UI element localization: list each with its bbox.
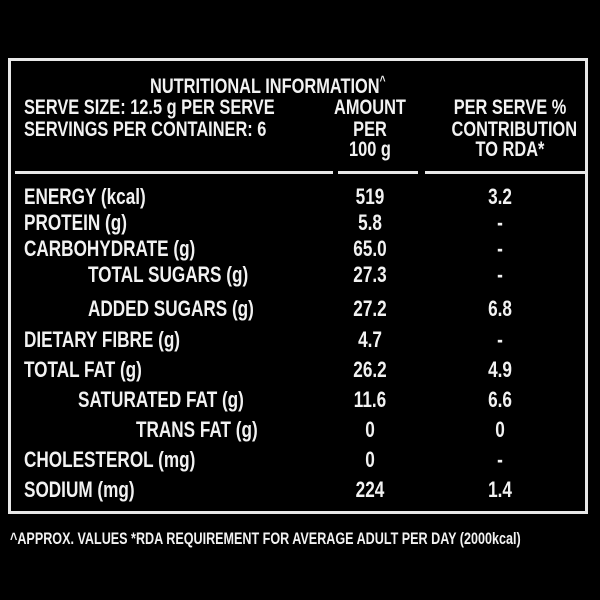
nutrient-row: SODIUM (mg) 224 1.4 — [0, 479, 600, 505]
nutrient-row: TOTAL FAT (g) 26.2 4.9 — [0, 359, 600, 385]
amount-header-line: PER — [353, 118, 387, 141]
nutrient-label: TRANS FAT (g) — [136, 417, 258, 442]
amount-value: 4.7 — [358, 327, 382, 352]
amount-value: 224 — [355, 477, 385, 502]
amount-value: 0 — [365, 447, 375, 472]
nutrient-label: SODIUM (mg) — [24, 477, 135, 502]
nutrient-label: SATURATED FAT (g) — [78, 387, 244, 412]
amount-value: 0 — [365, 417, 375, 442]
serve-size: SERVE SIZE: 12.5 g PER SERVE — [24, 96, 275, 119]
servings-per-container: SERVINGS PER CONTAINER: 6 — [24, 118, 267, 141]
nutrient-row: ENERGY (kcal) 519 3.2 — [0, 186, 600, 212]
nutrient-label: TOTAL SUGARS (g) — [88, 262, 249, 287]
nutrient-row: SATURATED FAT (g) 11.6 6.6 — [0, 389, 600, 415]
amount-value: 26.2 — [353, 357, 387, 382]
amount-value: 519 — [355, 184, 385, 209]
divider-amount — [338, 171, 418, 174]
amount-value: 65.0 — [353, 236, 387, 261]
rda-value: 1.4 — [488, 477, 512, 502]
divider-label — [15, 171, 333, 174]
rda-value: - — [497, 262, 503, 287]
rda-value: - — [497, 236, 503, 261]
nutrient-row: TOTAL SUGARS (g) 27.3 - — [0, 264, 600, 290]
amount-value: 5.8 — [358, 210, 382, 235]
nutrient-label: ADDED SUGARS (g) — [88, 296, 254, 321]
footnote: ^APPROX. VALUES *RDA REQUIREMENT FOR AVE… — [10, 529, 521, 548]
rda-value: - — [497, 447, 503, 472]
nutrient-label: TOTAL FAT (g) — [24, 357, 142, 382]
label-border — [8, 58, 588, 514]
amount-header-line: 100 g — [349, 138, 391, 161]
rda-value: 0 — [495, 417, 505, 442]
rda-header-line: CONTRIBUTION — [451, 118, 578, 141]
nutrient-row: DIETARY FIBRE (g) 4.7 - — [0, 329, 600, 355]
rda-header-line: PER SERVE % — [453, 96, 567, 119]
amount-value: 11.6 — [353, 387, 387, 412]
nutrient-label: DIETARY FIBRE (g) — [24, 327, 181, 352]
approx-mark: ^ — [379, 73, 386, 88]
amount-header-line: AMOUNT — [334, 96, 406, 119]
nutrient-row: TRANS FAT (g) 0 0 — [0, 419, 600, 445]
nutrient-row: ADDED SUGARS (g) 27.2 6.8 — [0, 298, 600, 324]
rda-value: - — [497, 327, 503, 352]
label-title: NUTRITIONAL INFORMATION^ — [150, 73, 386, 98]
nutrient-label: CARBOHYDRATE (g) — [24, 236, 196, 261]
rda-value: 4.9 — [488, 357, 512, 382]
amount-value: 27.3 — [353, 262, 387, 287]
nutrient-row: CARBOHYDRATE (g) 65.0 - — [0, 238, 600, 264]
rda-value: 3.2 — [488, 184, 512, 209]
nutrient-row: CHOLESTEROL (mg) 0 - — [0, 449, 600, 475]
nutrient-row: PROTEIN (g) 5.8 - — [0, 212, 600, 238]
nutrient-label: ENERGY (kcal) — [24, 184, 146, 209]
rda-value: 6.6 — [488, 387, 512, 412]
divider-rda — [425, 171, 585, 174]
amount-value: 27.2 — [353, 296, 387, 321]
nutrient-label: PROTEIN (g) — [24, 210, 127, 235]
rda-value: 6.8 — [488, 296, 512, 321]
rda-value: - — [497, 210, 503, 235]
rda-header-line: TO RDA* — [475, 138, 545, 161]
nutrient-label: CHOLESTEROL (mg) — [24, 447, 196, 472]
